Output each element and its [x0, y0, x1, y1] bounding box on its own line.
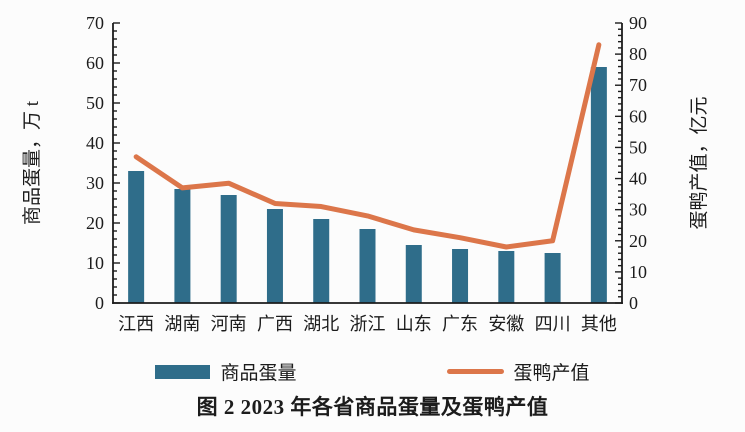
bar-其他 — [590, 67, 607, 303]
left-axis-title: 商品蛋量，万 t — [21, 100, 43, 225]
x-category-label: 浙江 — [350, 314, 386, 334]
x-category-label: 安徽 — [488, 314, 524, 334]
bar-湖南 — [174, 189, 191, 303]
x-category-label: 湖南 — [164, 314, 200, 334]
right-tick-label: 40 — [629, 169, 647, 189]
legend-item-output-value: 蛋鸭产值 — [446, 358, 590, 385]
right-tick-label: 30 — [629, 200, 647, 220]
right-tick-label: 60 — [629, 106, 647, 126]
right-tick-label: 10 — [629, 262, 647, 282]
x-category-label: 四川 — [535, 314, 571, 334]
left-tick-label: 10 — [86, 253, 104, 273]
figure-caption: 图 2 2023 年各省商品蛋量及蛋鸭产值 — [196, 395, 549, 419]
bar-series-swatch — [155, 364, 211, 379]
bar-广东 — [452, 249, 469, 303]
bar-湖北 — [313, 219, 330, 303]
right-tick-label: 20 — [629, 231, 647, 251]
x-category-label: 广东 — [442, 314, 478, 334]
bar-山东 — [405, 245, 422, 303]
output-value-line — [133, 42, 602, 250]
left-tick-label: 60 — [86, 53, 104, 73]
bar-浙江 — [359, 229, 376, 303]
x-category-label: 江西 — [118, 314, 154, 334]
right-tick-label: 80 — [629, 44, 647, 64]
right-tick-label: 70 — [629, 75, 647, 95]
x-category-label: 山东 — [396, 314, 432, 334]
legend-label-egg-quantity: 商品蛋量 — [220, 363, 297, 384]
bar-安徽 — [498, 251, 515, 303]
x-category-label: 广西 — [257, 314, 293, 334]
combo-chart: 0 10 20 30 40 50 60 70 0 10 20 30 40 50 60 70 80 90 江西 湖南 河南… — [21, 13, 710, 334]
bar-河南 — [220, 195, 237, 303]
left-tick-label: 20 — [86, 213, 104, 233]
x-category-label: 河南 — [211, 314, 247, 334]
left-tick-label: 50 — [86, 93, 104, 113]
left-tick-label: 30 — [86, 173, 104, 193]
right-tick-label: 50 — [629, 137, 647, 157]
bar-四川 — [544, 253, 561, 303]
x-category-label: 湖北 — [303, 314, 339, 334]
line-series-swatch — [446, 369, 504, 374]
bar-广西 — [266, 209, 283, 303]
legend-label-output-value: 蛋鸭产值 — [513, 363, 590, 384]
left-tick-label: 70 — [86, 13, 104, 33]
bar-江西 — [128, 171, 145, 303]
right-tick-label: 0 — [629, 293, 638, 313]
right-axis-title: 蛋鸭产值，亿元 — [688, 96, 710, 229]
right-tick-label: 90 — [629, 13, 647, 33]
x-category-label: 其他 — [581, 314, 617, 334]
left-tick-label: 40 — [86, 133, 104, 153]
left-tick-label: 0 — [95, 293, 104, 313]
legend-item-egg-quantity: 商品蛋量 — [155, 358, 297, 385]
legend: 商品蛋量 蛋鸭产值 — [0, 358, 745, 385]
